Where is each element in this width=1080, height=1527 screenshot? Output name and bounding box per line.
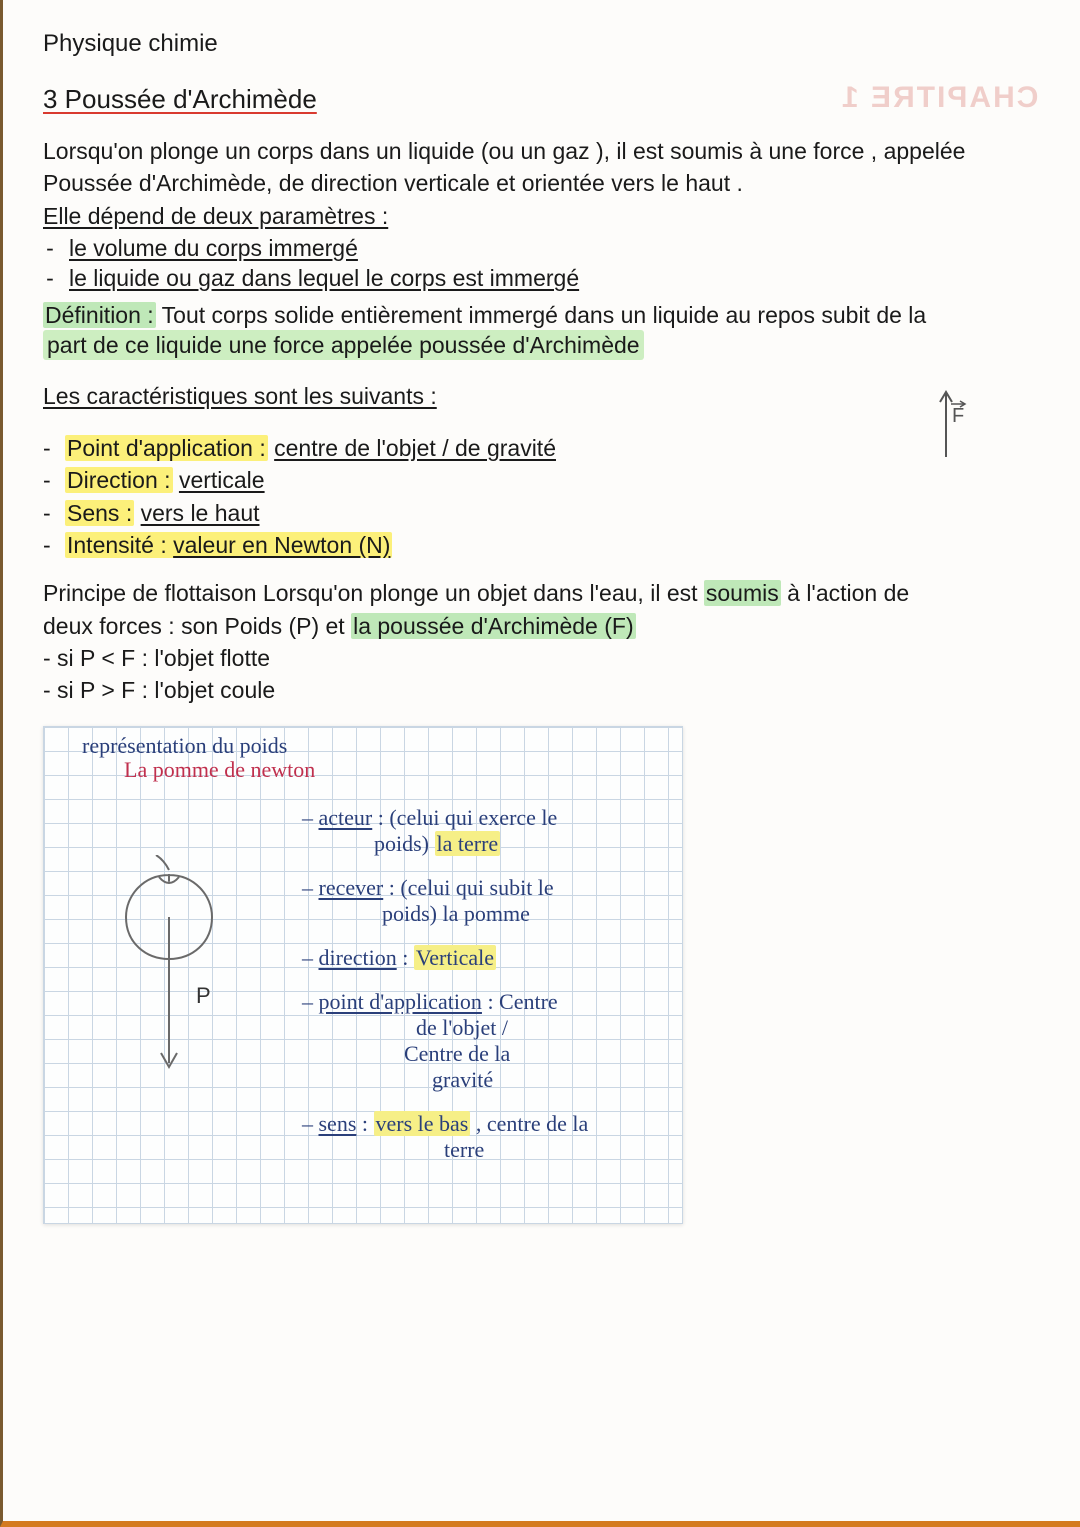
char-4-label: Intensité : valeur en Newton (N) (65, 532, 392, 558)
char-3-value: vers le haut (141, 500, 260, 526)
param-1: le volume du corps immergé (69, 233, 358, 263)
hw-sens-rest: , centre de la (476, 1111, 588, 1136)
hw-sens-val: vers le bas (374, 1111, 471, 1136)
hw-acteur-label: acteur (319, 805, 373, 830)
hw-title-2: La pomme de newton (124, 757, 315, 782)
hw-acteur-hl: la terre (435, 831, 501, 856)
dash: - (43, 530, 57, 560)
apple-diagram-icon (114, 855, 254, 1085)
char-3-label: Sens : (65, 500, 134, 526)
subject-label: Physique chimie (43, 28, 1040, 60)
hw-point-text-4: gravité (432, 1067, 493, 1092)
dash: - (43, 263, 57, 293)
hw-title-1: représentation du poids (82, 733, 287, 758)
hw-acteur-text-2: poids) (374, 831, 429, 856)
hw-sens-sep: : (362, 1111, 374, 1136)
intro-line-1: Lorsqu'on plonge un corps dans un liquid… (43, 136, 1040, 166)
hw-recever-text-2: poids) la pomme (382, 901, 530, 926)
dash: - (43, 498, 57, 528)
hw-sens-line-2: terre (444, 1137, 484, 1162)
principle-2b: la poussée d'Archimède (F) (351, 613, 636, 639)
definition-text-2: part de ce liquide une force appelée pou… (43, 330, 644, 360)
characteristics-list: - Point d'application : centre de l'obje… (43, 433, 1040, 560)
hw-point-text-3: Centre de la (404, 1041, 510, 1066)
vector-f-icon: F (934, 382, 970, 462)
hw-recever-text-1: : (celui qui subit le (389, 875, 554, 900)
char-2-value: verticale (179, 467, 265, 493)
condition-1: - si P < F : l'objet flotte (43, 643, 1040, 673)
hw-dash: – (302, 945, 319, 970)
hw-point-text-1: : Centre (487, 989, 557, 1014)
handwritten-panel: représentation du poids La pomme de newt… (43, 726, 683, 1224)
hw-sens-label: sens (319, 1111, 357, 1136)
param-2: le liquide ou gaz dans lequel le corps e… (69, 263, 579, 293)
hw-direction-label: direction (319, 945, 397, 970)
hw-direction-sep: : (402, 945, 414, 970)
hw-acteur-text-1: : (celui qui exerce le (378, 805, 558, 830)
hw-point-label: point d'application (319, 989, 482, 1014)
dash: - (43, 433, 57, 463)
hw-point-text-2: de l'objet / (416, 1015, 508, 1040)
hw-direction-val: Verticale (414, 945, 496, 970)
condition-2: - si P > F : l'objet coule (43, 675, 1040, 705)
characteristics-heading: Les caractéristiques sont les suivants : (43, 381, 1040, 411)
weight-p-label: P (196, 981, 211, 1010)
intro-line-2: Poussée d'Archimède, de direction vertic… (43, 168, 1040, 198)
dash: - (43, 465, 57, 495)
char-1-label: Point d'application : (65, 435, 268, 461)
definition-label: Définition : (43, 302, 156, 328)
dash: - (43, 233, 57, 263)
param-list: - le volume du corps immergé - le liquid… (43, 233, 1040, 294)
definition-block: Définition : Tout corps solide entièreme… (43, 300, 1040, 361)
principle-1b: soumis (704, 580, 781, 606)
char-1-value: centre de l'objet / de gravité (274, 435, 556, 461)
svg-text:F: F (952, 405, 964, 427)
hw-dash: – (302, 805, 319, 830)
principle-1c: à l'action de (781, 580, 909, 606)
hw-dash: – (302, 1111, 319, 1136)
principle-block: Principe de flottaison Lorsqu'on plonge … (43, 578, 1040, 705)
principle-2a: deux forces : son Poids (P) et (43, 613, 351, 639)
hw-recever-label: recever (319, 875, 384, 900)
principle-1a: Principe de flottaison Lorsqu'on plonge … (43, 580, 704, 606)
hw-dash: – (302, 875, 319, 900)
hw-dash: – (302, 989, 319, 1014)
char-2-label: Direction : (65, 467, 173, 493)
bleedthrough-text: CHAPITRE 1 (840, 78, 1038, 118)
definition-text-1: Tout corps solide entièrement immergé da… (162, 302, 927, 328)
depends-intro: Elle dépend de deux paramètres : (43, 201, 1040, 231)
